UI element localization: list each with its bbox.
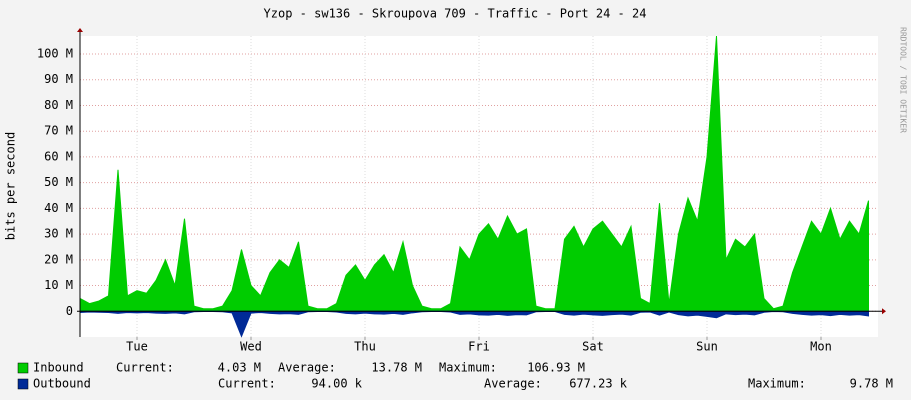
watermark: RRDTOOL / TOBI OETIKER bbox=[899, 27, 908, 133]
legend-swatch bbox=[17, 362, 29, 374]
legend-label: Inbound bbox=[33, 361, 84, 375]
axis-arrow bbox=[77, 28, 83, 32]
x-tick-label: Wed bbox=[240, 340, 262, 354]
legend-stat-label: Maximum: bbox=[748, 377, 806, 391]
legend-stat-label: Current: bbox=[218, 377, 276, 391]
y-axis-label: bits per second bbox=[4, 132, 18, 240]
y-tick-label: 70 M bbox=[44, 124, 73, 138]
y-tick-label: 40 M bbox=[44, 201, 73, 215]
y-tick-label: 100 M bbox=[37, 47, 73, 61]
legend-stat-value: 4.03 M bbox=[218, 361, 261, 375]
series-area bbox=[79, 35, 869, 312]
y-tick-label: 10 M bbox=[44, 278, 73, 292]
x-tick-label: Mon bbox=[810, 340, 832, 354]
x-tick-label: Fri bbox=[468, 340, 490, 354]
y-tick-label: 90 M bbox=[44, 72, 73, 86]
axis-arrow bbox=[882, 308, 886, 315]
x-tick-label: Tue bbox=[126, 340, 148, 354]
legend-stat-value: 106.93 M bbox=[527, 361, 585, 375]
y-tick-label: 50 M bbox=[44, 175, 73, 189]
legend-stat-label: Maximum: bbox=[439, 361, 497, 375]
y-tick-label: 60 M bbox=[44, 149, 73, 163]
chart-title: Yzop - sw136 - Skroupova 709 - Traffic -… bbox=[264, 7, 647, 21]
legend-stat-value: 677.23 k bbox=[569, 377, 628, 391]
legend-label: Outbound bbox=[33, 377, 91, 391]
x-tick-label: Thu bbox=[354, 340, 376, 354]
y-tick-label: 30 M bbox=[44, 227, 73, 241]
y-tick-label: 80 M bbox=[44, 98, 73, 112]
legend-stat-value: 94.00 k bbox=[311, 377, 362, 391]
legend-swatch bbox=[17, 378, 29, 390]
legend-stat-label: Average: bbox=[484, 377, 542, 391]
legend-stat-value: 13.78 M bbox=[371, 361, 422, 375]
legend-stat-label: Average: bbox=[278, 361, 336, 375]
x-tick-label: Sun bbox=[696, 340, 718, 354]
legend-stat-value: 9.78 M bbox=[850, 377, 893, 391]
x-tick-label: Sat bbox=[582, 340, 604, 354]
y-tick-label: 20 M bbox=[44, 252, 73, 266]
legend-stat-label: Current: bbox=[116, 361, 174, 375]
y-tick-label: 0 bbox=[66, 304, 73, 318]
